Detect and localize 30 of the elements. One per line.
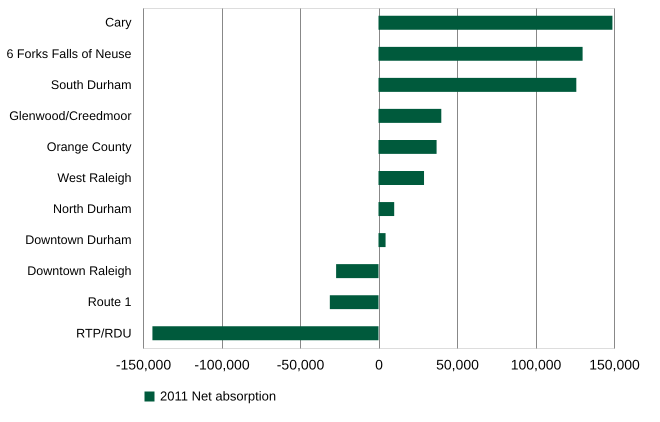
bar	[330, 295, 378, 310]
x-tick-label: 0	[375, 356, 384, 372]
x-tick-label: -150,000	[116, 356, 172, 372]
bar	[336, 264, 378, 278]
bar	[152, 326, 378, 340]
y-tick-label: Cary	[105, 16, 132, 30]
bar	[378, 233, 386, 248]
x-tick-label: 100,000	[510, 356, 562, 372]
x-tick-label: 150,000	[589, 356, 640, 372]
y-tick-label: Downtown Durham	[25, 233, 132, 248]
y-tick-label: Downtown Raleigh	[27, 264, 132, 278]
y-tick-label: Glenwood/Creedmoor	[9, 108, 132, 123]
x-tick-label: 50,000	[436, 356, 480, 372]
y-tick-label: 6 Forks Falls of Neuse	[6, 46, 132, 61]
x-tick-label: -100,000	[194, 356, 250, 372]
y-tick-label: North Durham	[53, 202, 132, 216]
legend-label: 2011 Net absorption	[160, 388, 276, 404]
bar	[378, 16, 612, 30]
y-tick-label: West Raleigh	[57, 171, 132, 185]
bar	[378, 108, 442, 123]
y-tick-label: Orange County	[46, 140, 132, 154]
bar	[378, 46, 583, 61]
x-tick-label: -50,000	[276, 356, 324, 372]
bar	[378, 78, 576, 92]
y-tick-label: Route 1	[88, 295, 132, 310]
y-tick-label: South Durham	[50, 78, 132, 92]
bar	[378, 202, 394, 216]
bar	[378, 140, 437, 154]
bar	[378, 171, 424, 185]
y-tick-label: RTP/RDU	[76, 326, 132, 340]
